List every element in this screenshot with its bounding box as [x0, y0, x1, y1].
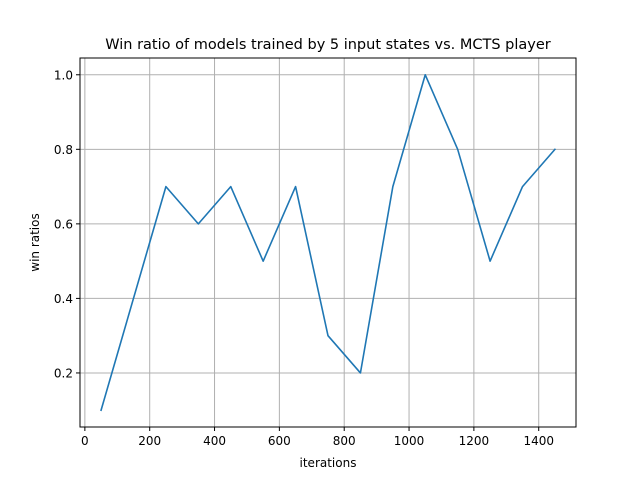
axes-frame — [79, 57, 577, 428]
chart-title: Win ratio of models trained by 5 input s… — [105, 37, 551, 53]
x-tick-label: 600 — [268, 434, 291, 448]
x-tick-label: 400 — [203, 434, 226, 448]
y-tick-label: 0.6 — [54, 217, 73, 231]
x-tick-label: 200 — [138, 434, 161, 448]
y-axis-label: win ratios — [28, 213, 42, 272]
x-tick-label: 1000 — [394, 434, 425, 448]
y-tick-label: 0.2 — [54, 366, 73, 380]
y-tick-label: 1.0 — [54, 68, 73, 82]
x-tick-label: 0 — [81, 434, 89, 448]
grid — [80, 58, 576, 427]
series-line — [100, 73, 557, 412]
x-axis-label: iterations — [300, 456, 357, 470]
series-layer — [100, 73, 557, 412]
x-tick-label: 1200 — [459, 434, 490, 448]
x-tick-label: 800 — [333, 434, 356, 448]
y-tick-label: 0.4 — [54, 292, 73, 306]
x-tick-label: 1400 — [523, 434, 554, 448]
ticks: 0 200 400 600 800 1000 1200 1400 0.2 0.4 0.6 0.8 1.0 — [54, 68, 554, 448]
y-tick-label: 0.8 — [54, 143, 73, 157]
